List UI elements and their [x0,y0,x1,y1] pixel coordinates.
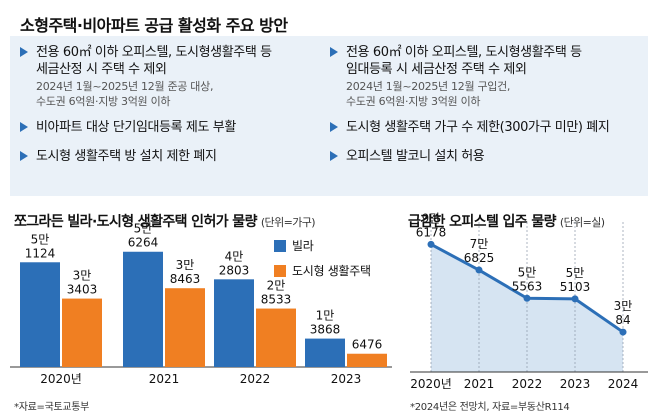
bar-value-label: 1124 [25,246,56,260]
measures-left-column: 전용 60㎡ 이하 오피스텔, 도시형생활주택 등 세금산정 시 주택 수 제외… [20,44,325,172]
line-chart-unit: (단위=실) [559,216,605,229]
point-value-label: 6178 [416,225,447,239]
line-chart-title-text: 급감한 오피스텔 입주 물량 [408,214,557,230]
bar [62,298,102,367]
bar [123,251,163,367]
bar-chart-unit: (단위=가구) [260,216,316,229]
bar-chart-title-text: 쪼그라든 빌라·도시형 생활주택 인허가 물량 [14,214,257,230]
bar-value-label: 3868 [310,323,341,337]
measure-detail: 2024년 1월~2025년 12월 준공 대상, 수도권 6억원·지방 3억원… [36,80,214,108]
x-tick-label: 2023 [331,372,362,386]
x-tick-label: 2022 [512,377,543,391]
point-value-label: 5563 [512,279,543,293]
data-point [523,294,531,302]
measure-item: 오피스텔 발코니 설치 허용 [330,148,635,165]
measure-item: 전용 60㎡ 이하 오피스텔, 도시형생활주택 등 임대등록 시 세금산정 주택… [330,44,635,110]
bar [347,353,387,367]
bar [20,262,60,367]
measure-title: 비아파트 대상 단기임대등록 제도 부활 [36,120,236,135]
bar-value-label: 2803 [219,263,250,277]
bar-value-label: 5만 [31,232,50,246]
legend-label-villa: 빌라 [292,239,314,253]
point-value-label: 3만 [614,299,633,313]
line-chart: 9만61782020년7만682520215만556320225만5103202… [410,211,648,391]
data-point [619,328,627,336]
bar [305,338,345,367]
legend-swatch-urban-housing [274,264,286,277]
x-tick-label: 2021 [149,372,180,386]
legend-label-urban-housing: 도시형 생활주택 [292,264,371,278]
legend-swatch-villa [274,239,286,252]
bar-value-label: 1만 [316,309,335,323]
x-tick-label: 2021 [464,377,495,391]
measure-title: 전용 60㎡ 이하 오피스텔, 도시형생활주택 등 임대등록 시 세금산정 주택… [346,45,582,77]
point-value-label: 84 [615,313,630,327]
arrow-bullet-icon [20,122,28,132]
bar-chart: 5만11243만34032020년5만62643만846320214만28032… [10,222,392,386]
point-value-label: 9만 [422,211,441,225]
measure-item: 비아파트 대상 단기임대등록 제도 부활 [20,119,325,136]
arrow-bullet-icon [330,122,338,132]
point-value-label: 5103 [560,280,591,294]
bar-value-label: 3만 [73,269,92,283]
bar-value-label: 3403 [67,283,98,297]
measures-panel: 전용 60㎡ 이하 오피스텔, 도시형생활주택 등 세금산정 시 주택 수 제외… [10,36,648,196]
legend-item-villa: 빌라 [274,237,371,254]
bar-chart-legend: 빌라 도시형 생활주택 [274,237,371,287]
area-fill [431,244,623,372]
line-chart-note: *2024년은 전망치, 자료=부동산R114 [410,402,570,413]
bar-value-label: 4만 [225,249,244,263]
measure-item: 전용 60㎡ 이하 오피스텔, 도시형생활주택 등 세금산정 시 주택 수 제외… [20,44,325,110]
data-point [427,240,435,248]
bar-chart-title: 쪼그라든 빌라·도시형 생활주택 인허가 물량 (단위=가구) [14,211,316,231]
measure-title: 오피스텔 발코니 설치 허용 [346,149,485,164]
measure-item: 도시형 생활주택 방 설치 제한 폐지 [20,148,325,165]
bar-chart-source: *자료=국토교통부 [14,402,90,413]
line-chart-title: 급감한 오피스텔 입주 물량 (단위=실) [408,211,605,231]
point-value-label: 5만 [566,266,585,280]
data-point [571,295,579,303]
bar-value-label: 8463 [170,272,201,286]
x-tick-label: 2024 [608,377,639,391]
bar-value-label: 6476 [352,338,383,352]
bar-value-label: 2만 [267,279,286,293]
arrow-bullet-icon [20,151,28,161]
x-tick-label: 2020년 [40,372,82,386]
point-value-label: 7만 [470,237,489,251]
arrow-bullet-icon [330,151,338,161]
arrow-bullet-icon [330,47,338,57]
legend-item-urban-housing: 도시형 생활주택 [274,262,371,279]
measure-title: 도시형 생활주택 방 설치 제한 폐지 [36,149,217,164]
main-title: 소형주택·비아파트 공급 활성화 주요 방안 [20,16,288,35]
point-value-label: 5만 [518,265,537,279]
arrow-bullet-icon [20,47,28,57]
measure-title: 전용 60㎡ 이하 오피스텔, 도시형생활주택 등 세금산정 시 주택 수 제외 [36,45,272,77]
measure-item: 도시형 생활주택 가구 수 제한(300가구 미만) 폐지 [330,119,635,136]
measure-title: 도시형 생활주택 가구 수 제한(300가구 미만) 폐지 [346,120,610,135]
bar [165,288,205,367]
point-value-label: 6825 [464,251,495,265]
x-tick-label: 2023 [560,377,591,391]
x-tick-label: 2022 [240,372,271,386]
bar [256,308,296,367]
data-point [475,266,483,274]
measures-right-column: 전용 60㎡ 이하 오피스텔, 도시형생활주택 등 임대등록 시 세금산정 주택… [330,44,635,172]
bar-value-label: 6264 [128,236,159,250]
bar-value-label: 3만 [176,258,195,272]
bar-value-label: 8533 [261,293,292,307]
x-tick-label: 2020년 [410,377,452,391]
bar [214,279,254,367]
measure-detail: 2024년 1월~2025년 12월 구입건, 수도권 6억원·지방 3억원 이… [346,80,511,108]
bar-value-label: 5만 [134,222,153,236]
